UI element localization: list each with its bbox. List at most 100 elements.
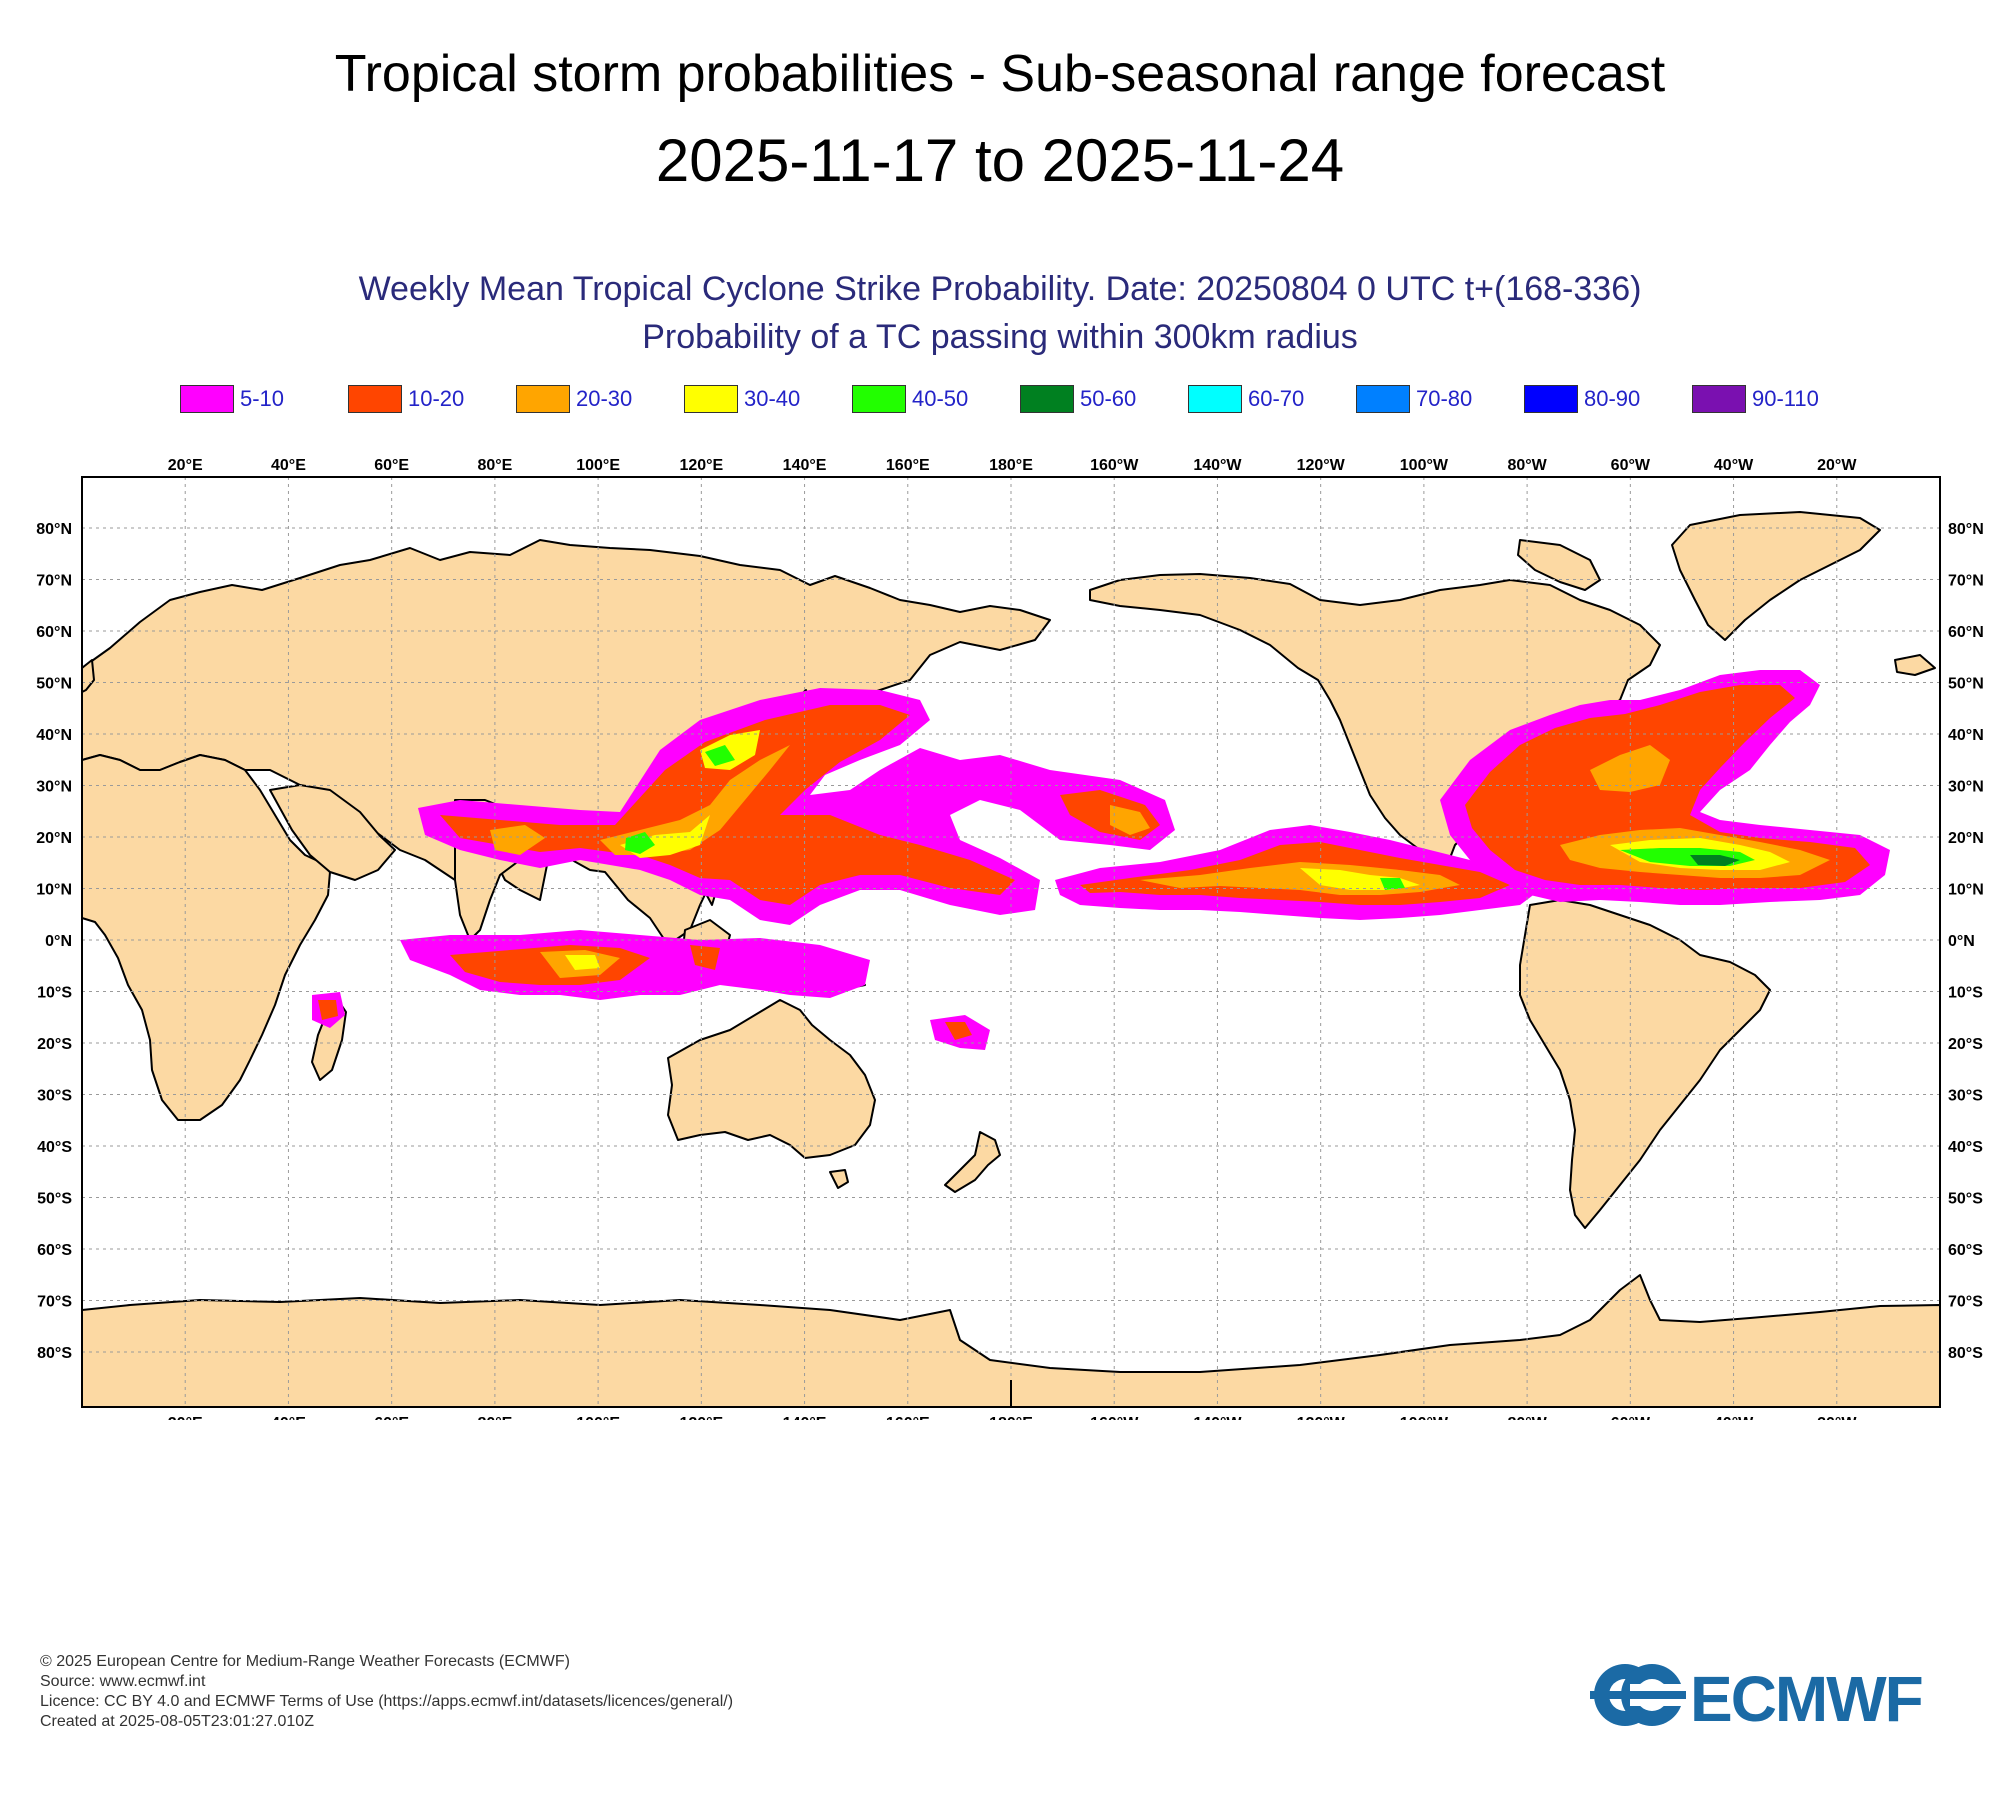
longitude-tick-label: 100°W bbox=[1400, 1415, 1449, 1420]
latitude-tick-label: 0°N bbox=[45, 933, 72, 950]
prob-10-20-atlantic bbox=[1465, 685, 1870, 890]
legend-swatch bbox=[852, 385, 906, 413]
latitude-tick-label: 50°N bbox=[1948, 676, 1984, 693]
longitude-tick-label: 140°W bbox=[1193, 457, 1242, 474]
longitude-tick-label: 40°E bbox=[271, 1415, 306, 1420]
latitude-tick-label: 60°S bbox=[37, 1242, 72, 1259]
longitude-tick-label: 140°E bbox=[783, 457, 827, 474]
latitude-tick-label: 80°S bbox=[37, 1345, 72, 1362]
legend-swatch bbox=[1188, 385, 1242, 413]
legend-swatch bbox=[1692, 385, 1746, 413]
longitude-tick-label: 80°W bbox=[1507, 457, 1547, 474]
legend-swatch bbox=[348, 385, 402, 413]
legend-label: 80-90 bbox=[1584, 386, 1641, 411]
longitude-tick-label: 60°E bbox=[374, 457, 409, 474]
latitude-labels-right: 80°N 70°N 60°N 50°N 40°N 30°N 20°N 10°N 0°N 10°S 2… bbox=[1948, 521, 1984, 1362]
forecast-date-range: 2025-11-17 to 2025-11-24 bbox=[655, 127, 1345, 194]
ecmwf-logo-text: ECMWF bbox=[1690, 1663, 1924, 1735]
land-greenland bbox=[1671, 511, 1881, 641]
longitude-tick-label: 60°W bbox=[1611, 1415, 1651, 1420]
map-subtitle-1: Weekly Mean Tropical Cyclone Strike Prob… bbox=[358, 270, 1642, 308]
prob-40-50-japan bbox=[705, 745, 735, 766]
legend-item: 40-50 bbox=[852, 382, 968, 416]
longitude-tick-label: 100°W bbox=[1400, 457, 1449, 474]
latitude-tick-label: 70°N bbox=[1948, 573, 1984, 590]
latitude-tick-label: 20°N bbox=[36, 830, 72, 847]
footer-copyright: © 2025 European Centre for Medium-Range … bbox=[40, 1653, 570, 1670]
longitude-tick-label: 100°E bbox=[576, 1415, 620, 1420]
latitude-tick-label: 30°N bbox=[1948, 779, 1984, 796]
latitude-tick-label: 60°S bbox=[1948, 1242, 1983, 1259]
latitude-tick-label: 40°N bbox=[36, 727, 72, 744]
latitude-tick-label: 50°S bbox=[1948, 1191, 1983, 1208]
footer-created: Created at 2025-08-05T23:01:27.010Z bbox=[40, 1713, 314, 1730]
legend-item: 60-70 bbox=[1188, 382, 1304, 416]
legend-label: 10-20 bbox=[408, 386, 465, 411]
legend-item: 10-20 bbox=[348, 382, 464, 416]
legend-label: 50-60 bbox=[1080, 386, 1137, 411]
latitude-tick-label: 70°S bbox=[37, 1294, 72, 1311]
latitude-tick-label: 70°S bbox=[1948, 1294, 1983, 1311]
longitude-tick-label: 120°E bbox=[679, 1415, 723, 1420]
longitude-labels-top: 20°E 40°E 60°E 80°E 100°E 120°E 140°E 160°E 180°… bbox=[168, 457, 1858, 474]
longitude-tick-label: 160°W bbox=[1090, 457, 1139, 474]
ecmwf-logo: ECMWF bbox=[1590, 1660, 1970, 1735]
longitude-tick-label: 80°W bbox=[1507, 1415, 1547, 1420]
latitude-tick-label: 50°N bbox=[36, 676, 72, 693]
legend-item: 80-90 bbox=[1524, 382, 1640, 416]
legend-item: 90-110 bbox=[1692, 382, 1819, 416]
legend-swatch bbox=[180, 385, 234, 413]
longitude-labels-bottom: 20°E 40°E 60°E 80°E 100°E 120°E 140°E 160°E 180°… bbox=[168, 1415, 1858, 1420]
probability-legend: 5-10 10-20 20-30 30-40 40-50 50-60 60-70 70-80 8… bbox=[180, 382, 1860, 418]
latitude-tick-label: 80°N bbox=[1948, 521, 1984, 538]
longitude-tick-label: 40°W bbox=[1714, 457, 1754, 474]
longitude-tick-label: 40°W bbox=[1714, 1415, 1754, 1420]
longitude-tick-label: 60°E bbox=[374, 1415, 409, 1420]
longitude-tick-label: 140°E bbox=[783, 1415, 827, 1420]
longitude-tick-label: 80°E bbox=[477, 457, 512, 474]
footer-credits: © 2025 European Centre for Medium-Range … bbox=[40, 1652, 733, 1732]
latitude-tick-label: 60°N bbox=[36, 624, 72, 641]
longitude-tick-label: 20°W bbox=[1817, 1415, 1857, 1420]
land-antarctica bbox=[81, 1274, 1941, 1408]
latitude-tick-label: 0°N bbox=[1948, 933, 1975, 950]
prob-40-50-east-pacific bbox=[1380, 878, 1405, 890]
latitude-tick-label: 80°N bbox=[36, 521, 72, 538]
world-map: 20°E 40°E 60°E 80°E 100°E 120°E 140°E 160°E 180°… bbox=[36, 457, 1984, 1420]
latitude-tick-label: 10°N bbox=[1948, 882, 1984, 899]
latitude-tick-label: 80°S bbox=[1948, 1345, 1983, 1362]
probability-field bbox=[312, 670, 1890, 1050]
map-subtitle-2: Probability of a TC passing within 300km… bbox=[642, 318, 1358, 356]
longitude-tick-label: 120°W bbox=[1297, 1415, 1346, 1420]
longitude-tick-label: 160°W bbox=[1090, 1415, 1139, 1420]
latitude-tick-label: 40°S bbox=[37, 1139, 72, 1156]
legend-label: 30-40 bbox=[744, 386, 801, 411]
longitude-tick-label: 60°W bbox=[1611, 457, 1651, 474]
prob-50-60-atlantic bbox=[1690, 855, 1740, 866]
legend-label: 60-70 bbox=[1248, 386, 1305, 411]
latitude-tick-label: 40°S bbox=[1948, 1139, 1983, 1156]
legend-item: 20-30 bbox=[516, 382, 632, 416]
land-iceland bbox=[1894, 654, 1936, 676]
footer-licence: Licence: CC BY 4.0 and ECMWF Terms of Us… bbox=[40, 1693, 734, 1710]
legend-swatch bbox=[684, 385, 738, 413]
footer-source: Source: www.ecmwf.int bbox=[40, 1673, 206, 1690]
legend-swatch bbox=[1356, 385, 1410, 413]
legend-label: 70-80 bbox=[1416, 386, 1473, 411]
longitude-tick-label: 120°E bbox=[679, 457, 723, 474]
graticule bbox=[82, 477, 1940, 1407]
legend-label: 90-110 bbox=[1752, 386, 1819, 411]
prob-10-20-madagascar bbox=[318, 1000, 338, 1020]
prob-20-30-atlantic-north bbox=[1590, 745, 1670, 792]
longitude-tick-label: 140°W bbox=[1193, 1415, 1242, 1420]
land-newzealand bbox=[944, 1131, 1001, 1193]
longitude-tick-label: 120°W bbox=[1297, 457, 1346, 474]
latitude-tick-label: 10°S bbox=[37, 985, 72, 1002]
latitude-tick-label: 30°S bbox=[1948, 1088, 1983, 1105]
latitude-tick-label: 20°S bbox=[1948, 1036, 1983, 1053]
longitude-tick-label: 180°E bbox=[989, 457, 1033, 474]
legend-swatch bbox=[1524, 385, 1578, 413]
prob-40-50-scs bbox=[625, 832, 655, 854]
latitude-tick-label: 10°N bbox=[36, 882, 72, 899]
latitude-tick-label: 60°N bbox=[1948, 624, 1984, 641]
